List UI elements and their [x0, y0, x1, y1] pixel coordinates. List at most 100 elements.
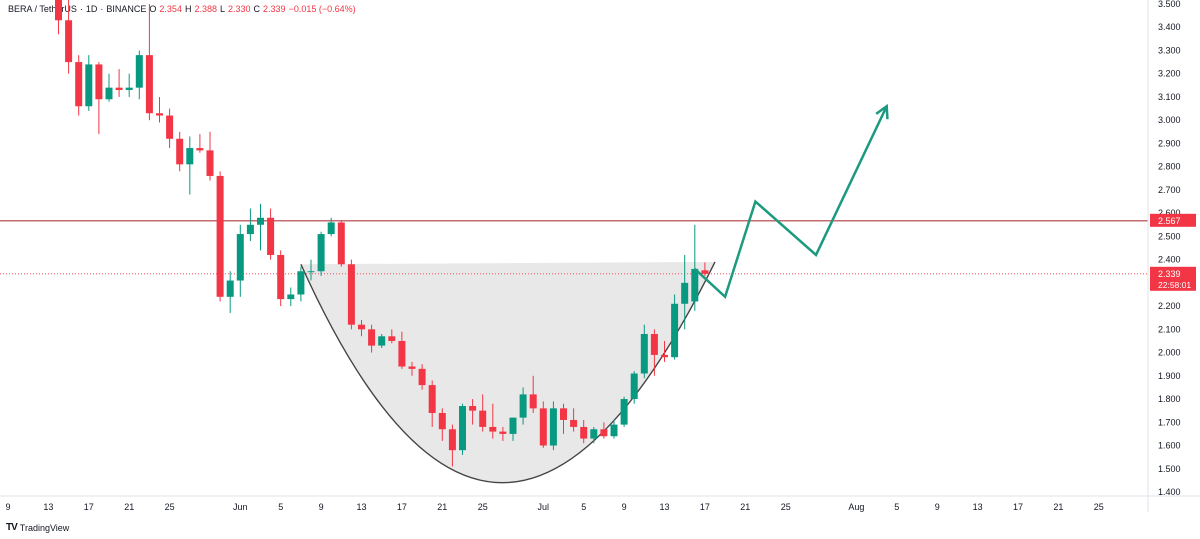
tradingview-name: TradingView: [19, 522, 70, 533]
candle-body: [196, 148, 204, 151]
y-tick-label: 2.700: [1158, 185, 1181, 195]
candle-body: [277, 254, 285, 300]
candle-body: [186, 148, 194, 165]
x-tick-label: 17: [700, 502, 710, 512]
high-value: 2.388: [194, 4, 217, 14]
candle-body: [489, 426, 497, 432]
candle-body: [560, 408, 567, 420]
candle-body: [509, 417, 517, 434]
candle-body: [85, 64, 93, 107]
x-tick-label: 9: [622, 502, 627, 512]
close-value: 2.339: [263, 4, 286, 14]
low-value: 2.330: [228, 4, 251, 14]
x-tick-label: 9: [5, 502, 10, 512]
x-tick-label: 5: [581, 502, 586, 512]
y-tick-label: 1.600: [1158, 441, 1181, 451]
x-tick-label: 13: [356, 502, 366, 512]
candle-body: [600, 429, 608, 437]
candle-body: [125, 87, 133, 90]
exchange-label: BINANCE: [106, 4, 147, 14]
x-tick-label: 13: [659, 502, 669, 512]
candle-body: [95, 64, 103, 100]
y-tick-label: 1.800: [1158, 394, 1181, 404]
candle-body: [529, 394, 537, 409]
candle-body: [640, 333, 648, 374]
low-label: L: [219, 4, 225, 14]
candle-body: [317, 234, 325, 272]
candle-body: [156, 113, 163, 116]
resistance-price-label: 2.567: [1158, 216, 1181, 226]
candle-body: [580, 426, 588, 439]
x-tick-label: 25: [1094, 502, 1104, 512]
candle-body: [145, 55, 153, 114]
cup-pattern-curve: [300, 261, 716, 484]
y-tick-label: 2.600: [1158, 208, 1181, 218]
candle-body: [267, 217, 275, 255]
countdown-label: 22:58:01: [1158, 280, 1191, 290]
candle-body: [115, 87, 123, 90]
y-tick-label: 3.100: [1158, 92, 1181, 102]
resistance-price-badge: [1150, 213, 1196, 227]
candle-body: [246, 224, 254, 235]
candle-body: [691, 268, 699, 302]
candle-body: [539, 408, 547, 446]
candle-body: [135, 55, 143, 88]
y-tick-label: 1.500: [1158, 464, 1181, 474]
x-tick-label: 21: [740, 502, 750, 512]
y-tick-label: 3.200: [1158, 69, 1181, 79]
cup-pattern-fill: [300, 261, 715, 483]
candle-body: [55, 0, 62, 21]
candle-body: [570, 419, 578, 427]
y-tick-label: 2.200: [1158, 301, 1181, 311]
candle-body: [378, 336, 386, 346]
high-label: H: [184, 4, 192, 14]
candle-body: [166, 115, 174, 139]
candle-body: [590, 429, 598, 439]
y-tick-label: 3.400: [1158, 22, 1181, 32]
candle-body: [630, 373, 638, 400]
candle-body: [327, 222, 335, 235]
candle-body: [681, 282, 689, 304]
x-tick-label: 21: [124, 502, 134, 512]
candle-body: [337, 222, 345, 265]
candle-body: [105, 87, 113, 100]
y-tick-label: 2.800: [1158, 162, 1181, 172]
candle-body: [176, 138, 184, 165]
candle-body: [257, 217, 264, 225]
x-tick-label: 25: [478, 502, 488, 512]
candle-body: [287, 294, 295, 300]
candle-body: [65, 20, 73, 63]
y-tick-label: 1.400: [1158, 487, 1181, 497]
x-tick-label: 25: [781, 502, 791, 512]
candle-body: [216, 175, 224, 297]
candle-body: [358, 324, 365, 330]
candle-body: [347, 264, 355, 325]
projection-arrowhead: [875, 103, 889, 120]
candle-body: [226, 280, 234, 297]
y-tick-label: 3.000: [1158, 115, 1181, 125]
tradingview-branding[interactable]: TV TradingView: [6, 522, 69, 533]
y-tick-label: 1.900: [1158, 371, 1181, 381]
plot-area[interactable]: [0, 0, 1148, 484]
y-tick-label: 3.300: [1158, 45, 1181, 55]
x-tick-label: 13: [973, 502, 983, 512]
candle-body: [620, 399, 628, 425]
y-tick-label: 1.700: [1158, 417, 1181, 427]
candle-body: [610, 424, 618, 437]
symbol-name[interactable]: BERA / TetherUS: [8, 4, 77, 14]
candle-body: [297, 271, 305, 295]
candle-body: [701, 270, 709, 274]
interval-label[interactable]: 1D: [85, 4, 98, 14]
candle-body: [388, 336, 396, 341]
y-tick-label: 2.500: [1158, 231, 1181, 241]
candle-body: [418, 368, 426, 386]
candle-body: [499, 431, 507, 434]
y-tick-label: 2.400: [1158, 255, 1181, 265]
candle-body: [519, 394, 527, 418]
x-tick-label: 5: [894, 502, 899, 512]
candle-body: [650, 333, 658, 355]
candle-body: [448, 429, 456, 451]
